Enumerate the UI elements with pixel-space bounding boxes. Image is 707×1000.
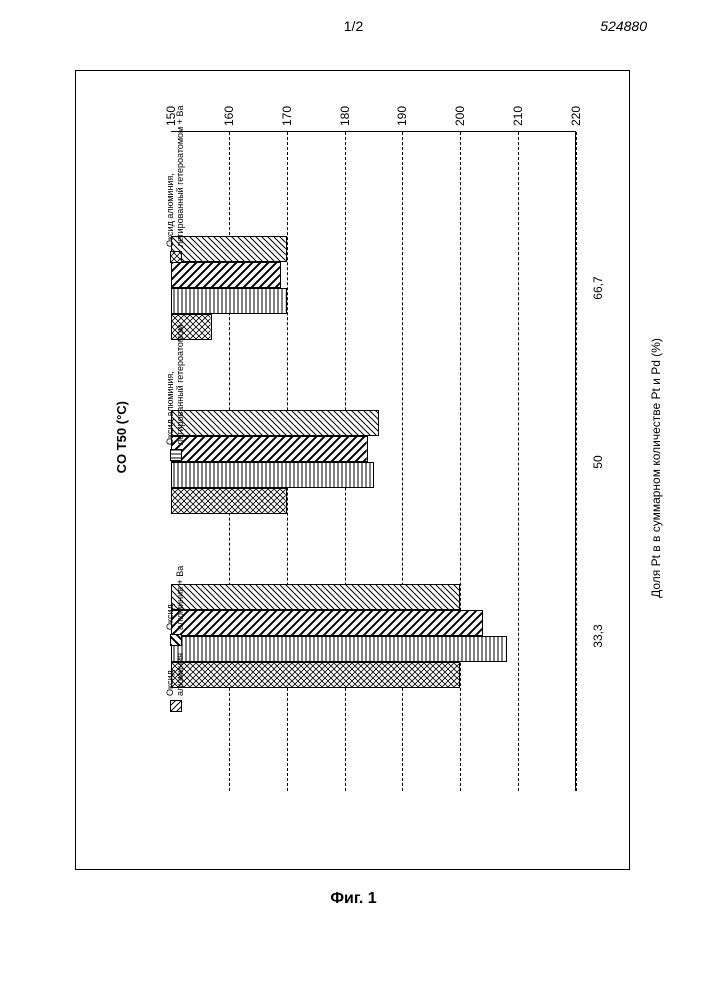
gridline <box>518 132 519 791</box>
gridline <box>460 132 461 791</box>
y-tick-label: 210 <box>511 101 525 131</box>
legend-label: Оксидалюминия <box>166 653 186 696</box>
legend-item: Оксид алюминия,легированный гетероатомом <box>166 325 186 461</box>
bar <box>171 488 287 514</box>
x-category-label: 66,7 <box>591 268 605 308</box>
figure-caption: Фиг. 1 <box>330 890 376 908</box>
legend-item: Оксидалюминия + Ba <box>166 566 186 646</box>
legend-label: Оксид алюминия,легированный гетероатомом <box>166 325 186 445</box>
bar <box>171 236 287 262</box>
y-tick-label: 220 <box>569 101 583 131</box>
y-axis-title: CO T50 (°C) <box>114 401 129 473</box>
legend-label: Оксид алюминия,легированный гетероатомом… <box>166 105 186 247</box>
chart: CO T50 (°C) 150160170180190200210220 33,… <box>116 101 596 841</box>
bar <box>171 610 483 636</box>
bar <box>171 436 368 462</box>
bar <box>171 288 287 314</box>
y-tick-label: 180 <box>338 101 352 131</box>
bar <box>171 262 281 288</box>
plot-area <box>171 131 576 791</box>
gridline <box>576 132 577 791</box>
chart-outer-frame: CO T50 (°C) 150160170180190200210220 33,… <box>75 70 630 870</box>
y-tick-label: 200 <box>453 101 467 131</box>
legend-item: Оксид алюминия,легированный гетероатомом… <box>166 105 186 263</box>
legend-item: Оксидалюминия <box>166 653 186 712</box>
gridline <box>402 132 403 791</box>
x-axis-title: Доля Pt в в суммарном количестве Pt и Pd… <box>649 338 663 598</box>
bar <box>171 584 460 610</box>
bar <box>171 462 374 488</box>
x-category-label: 33,3 <box>591 616 605 656</box>
y-tick-label: 170 <box>280 101 294 131</box>
x-category-label: 50 <box>591 442 605 482</box>
patent-number: 524880 <box>600 18 647 34</box>
bar <box>171 636 507 662</box>
y-tick-label: 160 <box>222 101 236 131</box>
page-number: 1/2 <box>344 18 363 34</box>
bar <box>171 410 379 436</box>
bar <box>171 662 460 688</box>
legend-label: Оксидалюминия + Ba <box>166 566 186 630</box>
y-tick-label: 190 <box>395 101 409 131</box>
